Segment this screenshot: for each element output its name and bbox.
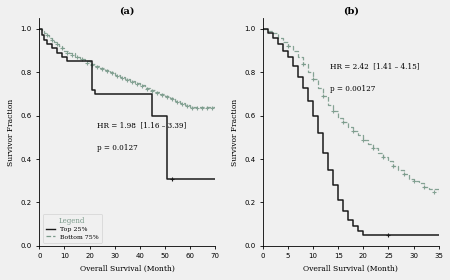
X-axis label: Overall Survival (Month): Overall Survival (Month) — [303, 265, 398, 273]
Y-axis label: Survivor Fraction: Survivor Fraction — [7, 98, 15, 165]
Text: p = 0.0127: p = 0.0127 — [97, 144, 138, 152]
Text: p = 0.00127: p = 0.00127 — [330, 85, 375, 93]
Text: HR = 1.98  [1.16 – 3.39]: HR = 1.98 [1.16 – 3.39] — [97, 122, 187, 129]
Y-axis label: Survivor Fraction: Survivor Fraction — [230, 98, 238, 165]
Title: (a): (a) — [120, 7, 135, 16]
Title: (b): (b) — [343, 7, 359, 16]
Text: HR = 2.42  [1.41 – 4.15]: HR = 2.42 [1.41 – 4.15] — [330, 62, 419, 70]
X-axis label: Overall Survival (Month): Overall Survival (Month) — [80, 265, 175, 273]
Legend: Top 25%, Bottom 75%: Top 25%, Bottom 75% — [42, 214, 102, 243]
